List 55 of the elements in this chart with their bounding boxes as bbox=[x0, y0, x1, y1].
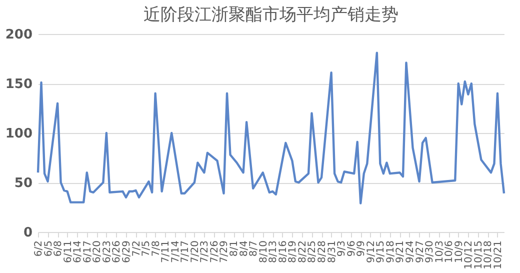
x-tick-label: 6/17 bbox=[82, 240, 94, 263]
x-tick-label: 7/26 bbox=[209, 240, 220, 263]
x-tick-label: 6/26 bbox=[112, 240, 123, 263]
x-tick-label: 10/9 bbox=[454, 240, 465, 263]
x-tick-label: 6/14 bbox=[72, 240, 84, 263]
x-tick-label: 8/25 bbox=[307, 240, 318, 263]
x-tick-label: 9/30 bbox=[424, 240, 436, 263]
x-tick-label: 8/1 bbox=[229, 240, 240, 257]
x-tick-label: 8/16 bbox=[278, 240, 289, 263]
y-tick-label: 100 bbox=[5, 126, 32, 142]
x-tick-label: 9/6 bbox=[346, 240, 358, 257]
x-tick-label: 7/14 bbox=[170, 240, 182, 263]
x-tick-label: 8/4 bbox=[238, 240, 250, 257]
x-tick-label: 9/24 bbox=[404, 240, 416, 263]
y-tick-label: 150 bbox=[5, 77, 32, 92]
x-tick-label: 6/8 bbox=[53, 240, 64, 257]
x-tick-label: 9/3 bbox=[336, 240, 348, 257]
x-tick-label: 6/20 bbox=[92, 240, 104, 263]
x-tick-label: 6/5 bbox=[43, 240, 54, 257]
x-tick-label: 7/20 bbox=[190, 240, 201, 263]
x-tick-label: 6/23 bbox=[102, 240, 113, 263]
x-tick-label: 7/29 bbox=[219, 240, 230, 263]
x-tick-label: 8/22 bbox=[297, 240, 308, 263]
x-tick-label: 9/12 bbox=[366, 240, 377, 263]
x-tick-label: 8/13 bbox=[268, 240, 280, 263]
x-tick-label: 9/9 bbox=[356, 240, 368, 257]
x-tick-label: 8/7 bbox=[248, 240, 260, 257]
x-tick-label: 10/12 bbox=[464, 240, 475, 270]
x-tick-label: 8/28 bbox=[317, 240, 328, 263]
x-tick-label: 6/2 bbox=[34, 240, 44, 257]
x-tick-label: 7/17 bbox=[180, 240, 192, 263]
x-tick-label: 10/18 bbox=[483, 240, 494, 270]
x-tick-label: 10/21 bbox=[492, 240, 504, 270]
x-tick-label: 7/2 bbox=[131, 240, 142, 257]
x-tick-label: 8/10 bbox=[258, 240, 270, 263]
y-tick-label: 200 bbox=[5, 28, 32, 42]
x-tick-label: 10/15 bbox=[473, 240, 484, 270]
line-series bbox=[36, 52, 506, 204]
x-tick-label: 6/11 bbox=[62, 240, 74, 263]
y-tick-label: 0 bbox=[23, 226, 32, 240]
y-tick-label: 50 bbox=[14, 176, 32, 191]
x-tick-label: 10/3 bbox=[434, 240, 446, 263]
x-tick-label: 7/5 bbox=[141, 240, 152, 257]
x-tick-label: 9/18 bbox=[385, 240, 396, 263]
chart-title: 近阶段江浙聚酯市场平均产销走势 bbox=[144, 5, 398, 25]
x-tick-label: 8/31 bbox=[326, 240, 338, 263]
x-tick-label: 9/21 bbox=[395, 240, 406, 263]
x-tick-label: 7/8 bbox=[150, 240, 162, 257]
x-tick-label: 8/19 bbox=[288, 240, 299, 263]
x-tick-label: 7/23 bbox=[200, 240, 211, 263]
x-tick-label: 7/11 bbox=[160, 240, 172, 263]
x-tick-label: 9/15 bbox=[376, 240, 387, 263]
x-tick-label: 9/27 bbox=[414, 240, 426, 263]
x-tick-label: 10/6 bbox=[444, 240, 456, 263]
x-tick-label: 6/29 bbox=[121, 240, 132, 263]
